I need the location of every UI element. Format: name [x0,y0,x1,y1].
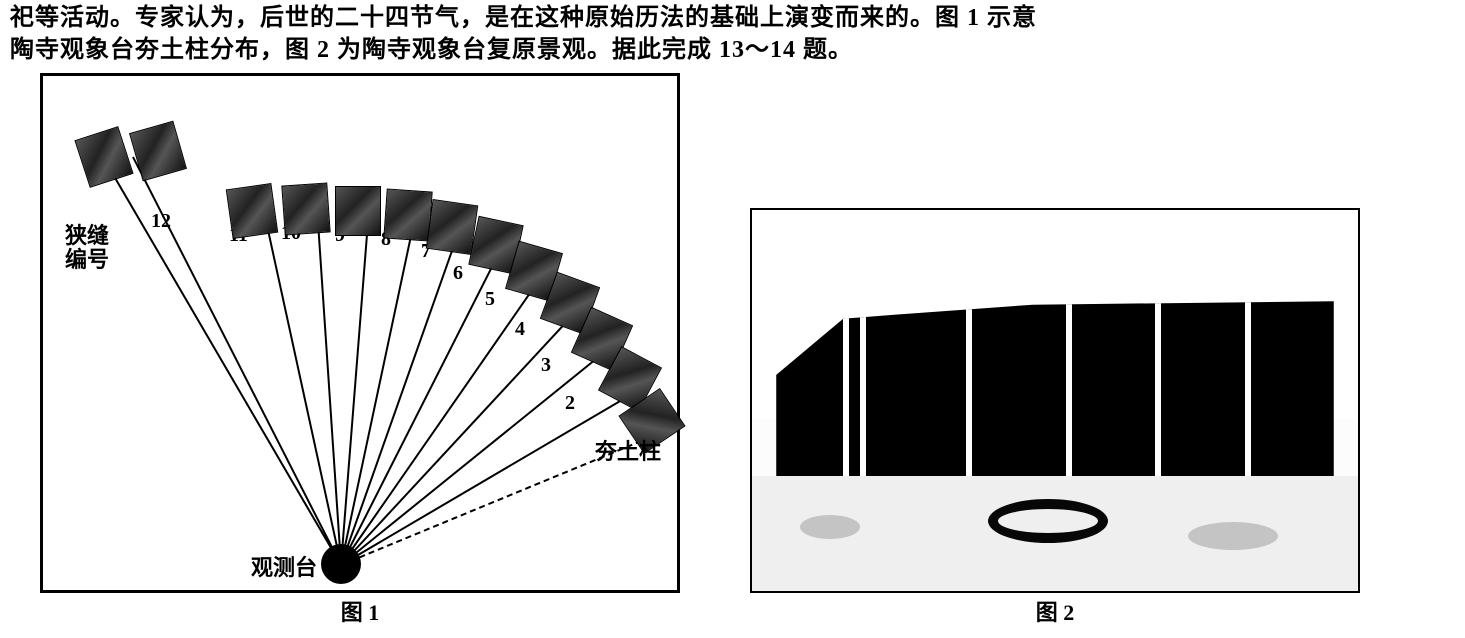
gap-number: 4 [515,318,525,341]
intro-line-1: 祀等活动。专家认为，后世的二十四节气，是在这种原始历法的基础上演变而来的。图 1… [10,5,1037,31]
fig2-structure [776,301,1334,476]
figure-2-photo [750,208,1360,593]
intro-paragraph: 祀等活动。专家认为，后世的二十四节气，是在这种原始历法的基础上演变而来的。图 1… [0,0,1465,73]
fig2-slit [843,301,849,476]
fig2-slit [1245,301,1251,476]
sight-line [340,209,370,565]
gap-number: 3 [541,354,551,377]
fig2-slit [860,301,866,476]
figure-2-caption: 图 2 [1036,595,1075,627]
pillar [383,188,432,241]
fig2-slit [966,301,972,476]
intro-line-2: 陶寺观象台夯土柱分布，图 2 为陶寺观象台复原景观。据此完成 13～14 题。 [10,37,853,63]
pillar [226,183,279,239]
pillar [129,120,187,181]
pillar [281,182,330,235]
gap-number: 2 [565,392,575,415]
pillar-label: 夯土柱 [595,434,661,466]
figure-1-caption: 图 1 [341,595,380,627]
figure-1: 12111098765432观测台狭缝编号夯土柱 图 1 [40,73,680,627]
observation-label: 观测台 [251,550,317,582]
sight-line [340,316,571,565]
pillar [426,199,479,255]
observation-point [321,544,361,584]
pillar [74,126,133,188]
figure-2: 图 2 [750,208,1360,627]
gap-number-label: 狭缝编号 [65,224,109,272]
figures-row: 12111098765432观测台狭缝编号夯土柱 图 1 图 2 [0,73,1465,627]
gap-number: 5 [485,288,495,311]
fig2-slit [1066,301,1072,476]
fig2-slit [1155,301,1161,476]
gap-number: 6 [453,262,463,285]
gap-number: 12 [151,210,171,233]
figure-1-diagram: 12111098765432观测台狭缝编号夯土柱 [40,73,680,593]
pillar [335,186,381,236]
fig2-smudge [800,515,860,539]
